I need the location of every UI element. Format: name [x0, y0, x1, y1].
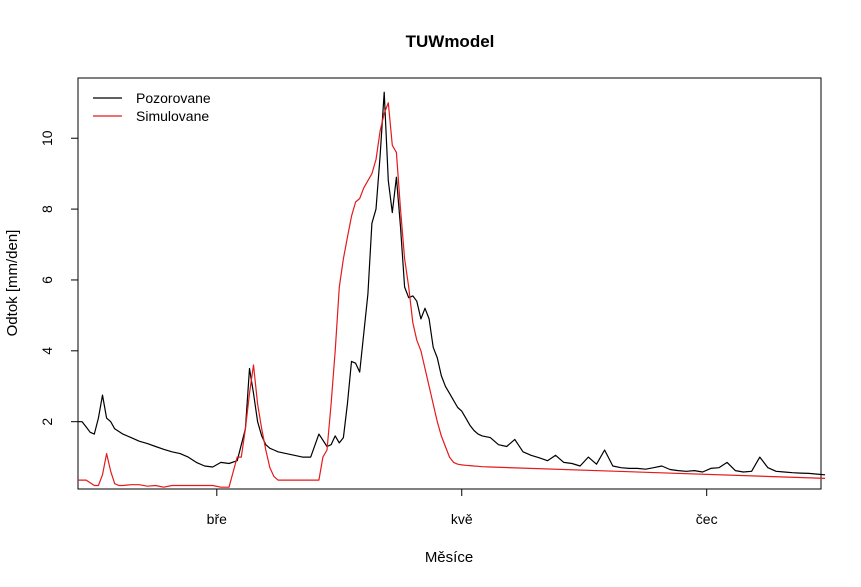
x-tick-label-1: kvě: [451, 511, 473, 527]
chart-title: TUWmodel: [406, 32, 495, 51]
series-layer: [78, 91, 826, 488]
series-line-pozorovane: [78, 91, 826, 476]
y-tick-label-4: 4: [39, 347, 55, 355]
plot-area-border: [77, 77, 822, 490]
series-line-simulovane: [78, 102, 826, 488]
legend-label-pozorovane: Pozorovane: [136, 90, 211, 106]
y-tick-label-6: 6: [39, 276, 55, 284]
x-tick-label-2: čec: [696, 511, 718, 527]
legend-label-simulovane: Simulovane: [136, 108, 209, 124]
y-tick-label-8: 8: [39, 205, 55, 213]
y-tick-label-10: 10: [39, 130, 55, 146]
x-tick-label-0: bře: [207, 511, 227, 527]
y-axis: 2 4 6 8 10: [39, 130, 78, 426]
y-tick-label-2: 2: [39, 418, 55, 426]
x-axis-label: Měsíce: [425, 549, 473, 566]
y-axis-label: Odtok [mm/den]: [4, 230, 21, 337]
x-axis: bře kvě čec: [207, 489, 718, 527]
legend: Pozorovane Simulovane: [93, 90, 211, 124]
